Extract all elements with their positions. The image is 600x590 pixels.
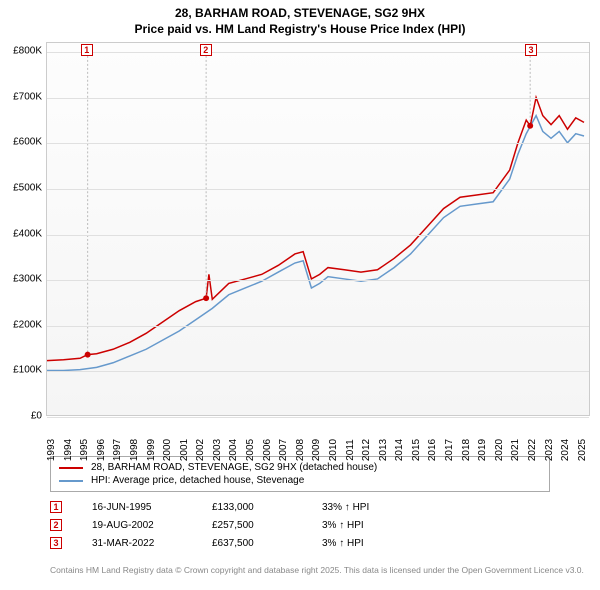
marker-delta-3: 3% ↑ HPI [322,538,402,549]
marker-table: 1 16-JUN-1995 £133,000 33% ↑ HPI 2 19-AU… [50,498,402,552]
x-axis-label: 1996 [96,439,107,461]
y-axis-label: £300K [13,274,42,285]
marker-price-1: £133,000 [212,502,292,513]
chart-plot-area [46,42,590,416]
x-axis-label: 2000 [162,439,173,461]
x-axis-label: 2005 [245,439,256,461]
legend-item-2: HPI: Average price, detached house, Stev… [59,474,541,487]
marker-row-1: 1 16-JUN-1995 £133,000 33% ↑ HPI [50,498,402,516]
marker-badge-3: 3 [50,537,62,549]
marker-flag-1: 1 [81,44,93,56]
x-axis-label: 2013 [378,439,389,461]
x-axis-label: 1994 [63,439,74,461]
x-axis-label: 2022 [527,439,538,461]
marker-delta-1: 33% ↑ HPI [322,502,402,513]
legend-swatch-2 [59,480,83,482]
marker-flag-2: 2 [200,44,212,56]
x-axis-label: 2019 [477,439,488,461]
x-axis-label: 1998 [129,439,140,461]
y-axis-label: £100K [13,365,42,376]
legend-swatch-1 [59,467,83,469]
x-axis-label: 2010 [328,439,339,461]
x-axis-label: 2003 [212,439,223,461]
x-axis-label: 1995 [79,439,90,461]
marker-date-3: 31-MAR-2022 [92,538,182,549]
y-axis-label: £0 [31,411,42,422]
x-axis-label: 1993 [46,439,57,461]
x-axis-label: 2008 [295,439,306,461]
y-axis-label: £600K [13,137,42,148]
y-axis-label: £700K [13,91,42,102]
sale-dot [527,123,533,129]
x-axis-label: 2011 [345,439,356,461]
x-axis-label: 2004 [228,439,239,461]
marker-flag-3: 3 [525,44,537,56]
x-axis-label: 2016 [427,439,438,461]
gridline [47,417,589,418]
gridline [47,235,589,236]
x-axis-label: 2015 [411,439,422,461]
legend-item-1: 28, BARHAM ROAD, STEVENAGE, SG2 9HX (det… [59,461,541,474]
legend-label-1: 28, BARHAM ROAD, STEVENAGE, SG2 9HX (det… [91,462,377,473]
marker-row-3: 3 31-MAR-2022 £637,500 3% ↑ HPI [50,534,402,552]
title-line-2: Price paid vs. HM Land Registry's House … [0,22,600,38]
gridline [47,280,589,281]
attribution-text: Contains HM Land Registry data © Crown c… [50,565,584,575]
x-axis-label: 1997 [112,439,123,461]
x-axis-label: 2020 [494,439,505,461]
gridline [47,98,589,99]
x-axis-label: 2012 [361,439,372,461]
legend-box: 28, BARHAM ROAD, STEVENAGE, SG2 9HX (det… [50,456,550,492]
chart-svg [47,43,589,415]
legend-label-2: HPI: Average price, detached house, Stev… [91,475,304,486]
gridline [47,189,589,190]
marker-date-1: 16-JUN-1995 [92,502,182,513]
x-axis-label: 2021 [510,439,521,461]
marker-date-2: 19-AUG-2002 [92,520,182,531]
y-axis-label: £500K [13,182,42,193]
series-line-price_paid [47,97,584,360]
series-line-hpi [47,116,584,371]
y-axis-label: £200K [13,319,42,330]
y-axis-label: £400K [13,228,42,239]
y-axis-label: £800K [13,46,42,57]
x-axis-label: 2023 [544,439,555,461]
x-axis-label: 2014 [394,439,405,461]
marker-badge-2: 2 [50,519,62,531]
gridline [47,326,589,327]
x-axis-label: 2001 [179,439,190,461]
marker-price-3: £637,500 [212,538,292,549]
x-axis-label: 1999 [146,439,157,461]
x-axis-label: 2017 [444,439,455,461]
x-axis-label: 2009 [311,439,322,461]
gridline [47,143,589,144]
x-axis-label: 2006 [262,439,273,461]
marker-delta-2: 3% ↑ HPI [322,520,402,531]
marker-price-2: £257,500 [212,520,292,531]
marker-row-2: 2 19-AUG-2002 £257,500 3% ↑ HPI [50,516,402,534]
marker-badge-1: 1 [50,501,62,513]
x-axis-label: 2007 [278,439,289,461]
chart-title-block: 28, BARHAM ROAD, STEVENAGE, SG2 9HX Pric… [0,0,600,37]
sale-dot [85,352,91,358]
gridline [47,371,589,372]
chart-container: 28, BARHAM ROAD, STEVENAGE, SG2 9HX Pric… [0,0,600,590]
x-axis-label: 2024 [560,439,571,461]
x-axis-label: 2002 [195,439,206,461]
sale-dot [203,295,209,301]
gridline [47,52,589,53]
x-axis-label: 2025 [577,439,588,461]
title-line-1: 28, BARHAM ROAD, STEVENAGE, SG2 9HX [0,6,600,22]
x-axis-label: 2018 [461,439,472,461]
